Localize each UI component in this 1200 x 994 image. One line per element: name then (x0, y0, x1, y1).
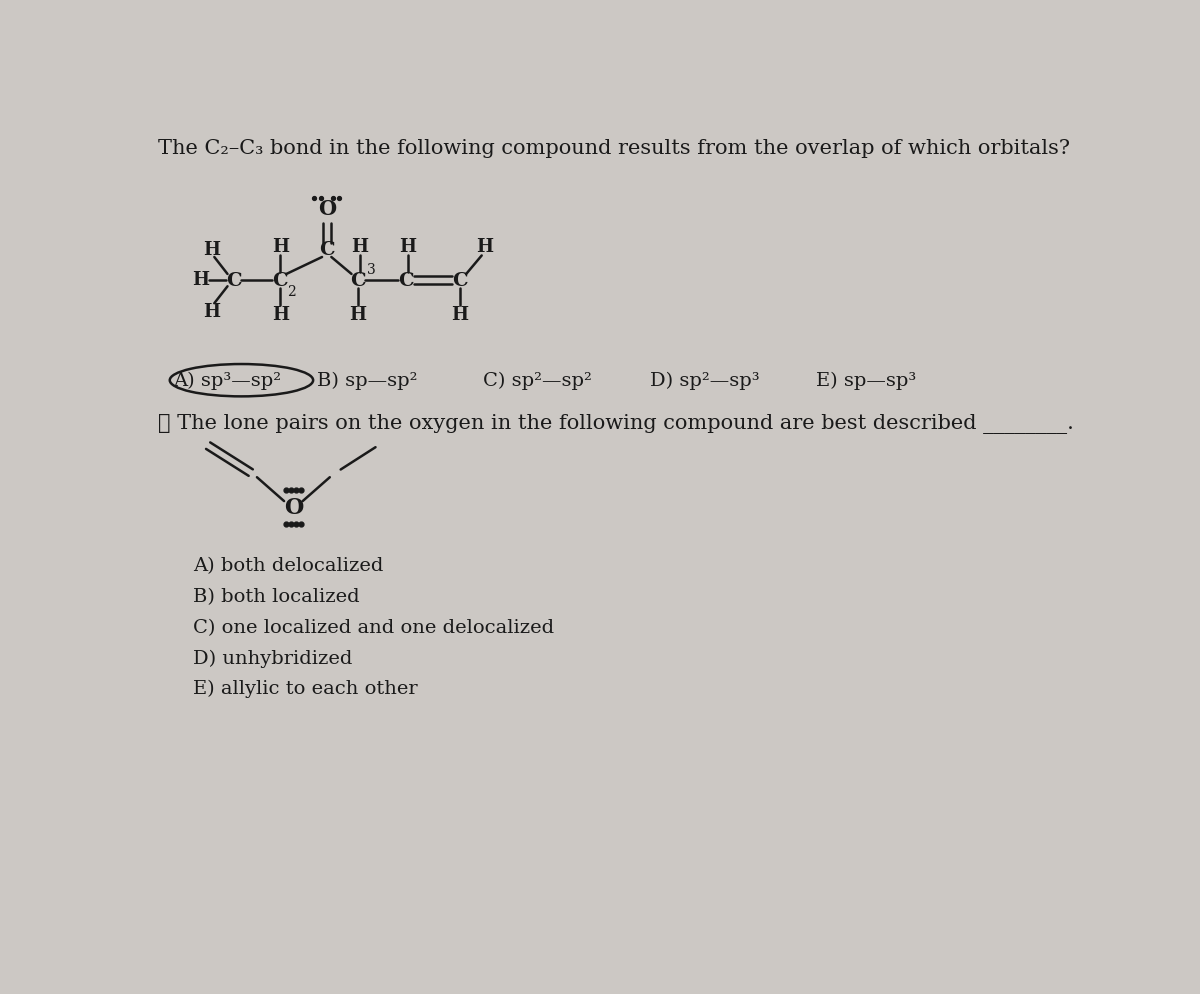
Text: O: O (283, 497, 304, 519)
Text: H: H (204, 242, 221, 259)
Text: H: H (349, 306, 366, 324)
Text: E) sp—sp³: E) sp—sp³ (816, 372, 917, 390)
Text: 2: 2 (287, 284, 295, 298)
Text: E) allylic to each other: E) allylic to each other (193, 679, 418, 698)
Text: H: H (400, 238, 416, 256)
Text: C: C (452, 271, 468, 290)
Text: A) sp³—sp²: A) sp³—sp² (173, 372, 281, 390)
Text: ⧗ The lone pairs on the oxygen in the following compound are best described ____: ⧗ The lone pairs on the oxygen in the fo… (157, 414, 1074, 433)
Text: O: O (318, 199, 336, 220)
Text: 3: 3 (367, 263, 376, 277)
Text: B) sp—sp²: B) sp—sp² (317, 372, 418, 390)
Text: H: H (192, 270, 209, 288)
Text: H: H (204, 302, 221, 321)
Text: C: C (272, 271, 288, 290)
Text: H: H (271, 306, 289, 324)
Text: The C₂–C₃ bond in the following compound results from the overlap of which orbit: The C₂–C₃ bond in the following compound… (157, 138, 1069, 157)
Text: H: H (476, 238, 493, 256)
Text: C: C (319, 242, 335, 259)
Text: C: C (350, 271, 366, 290)
Text: C: C (226, 271, 241, 290)
Text: C) sp²—sp²: C) sp²—sp² (484, 372, 592, 390)
Text: A) both delocalized: A) both delocalized (193, 557, 383, 575)
Text: C: C (398, 271, 414, 290)
Text: B) both localized: B) both localized (193, 587, 359, 605)
Text: H: H (271, 238, 289, 256)
Text: H: H (352, 238, 368, 256)
Text: C) one localized and one delocalized: C) one localized and one delocalized (193, 618, 553, 636)
Text: D) unhybridized: D) unhybridized (193, 649, 352, 667)
Text: D) sp²—sp³: D) sp²—sp³ (650, 372, 760, 390)
Text: H: H (451, 306, 468, 324)
